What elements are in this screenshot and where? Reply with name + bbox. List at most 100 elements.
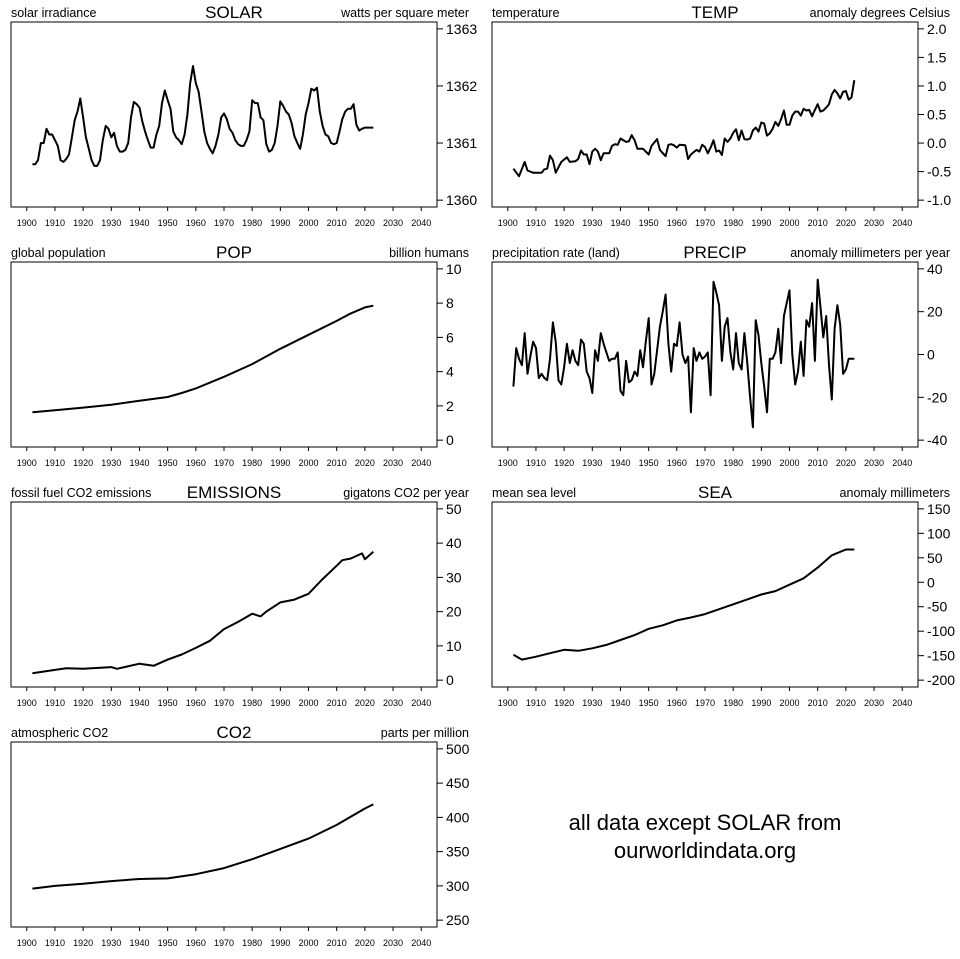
y-tick-label: 0 bbox=[446, 432, 454, 448]
x-tick-label: 2040 bbox=[411, 458, 431, 468]
y-tick-label: 20 bbox=[446, 604, 462, 620]
left-label: atmospheric CO2 bbox=[11, 726, 108, 740]
y-tick-label: -50 bbox=[927, 599, 947, 615]
x-tick-label: 1970 bbox=[214, 458, 234, 468]
x-tick-label: 1940 bbox=[129, 698, 149, 708]
plot-frame bbox=[491, 501, 919, 688]
x-tick-label: 1910 bbox=[45, 698, 65, 708]
series-line-temp bbox=[512, 80, 856, 178]
x-tick-label: 1920 bbox=[73, 938, 93, 948]
x-tick-label: 2000 bbox=[780, 458, 800, 468]
y-tick-label: 4 bbox=[446, 364, 454, 380]
x-tick-label: 1950 bbox=[158, 218, 178, 228]
y-tick-label: -200 bbox=[927, 672, 955, 688]
chart-title: TEMP bbox=[691, 3, 738, 22]
y-tick-label: 1361 bbox=[446, 135, 477, 151]
y-tick-label: 10 bbox=[446, 638, 462, 654]
x-tick-label: 2020 bbox=[355, 698, 375, 708]
x-tick-label: 2020 bbox=[836, 218, 856, 228]
x-tick-label: 1930 bbox=[101, 218, 121, 228]
chart-title: PRECIP bbox=[683, 243, 746, 262]
x-tick-label: 1990 bbox=[270, 938, 290, 948]
y-tick-label: 50 bbox=[927, 550, 943, 566]
x-tick-label: 2010 bbox=[808, 458, 828, 468]
x-tick-label: 1990 bbox=[270, 458, 290, 468]
y-tick-label: 0 bbox=[927, 574, 935, 590]
x-tick-label: 2030 bbox=[864, 218, 884, 228]
left-label: global population bbox=[11, 246, 106, 260]
y-tick-label: 100 bbox=[927, 525, 951, 541]
x-tick-label: 1900 bbox=[17, 218, 37, 228]
panel-solar: solar irradiance SOLAR watts per square me… bbox=[10, 3, 477, 228]
x-tick-label: 1970 bbox=[695, 218, 715, 228]
x-tick-label: 1950 bbox=[158, 698, 178, 708]
x-tick-label: 1990 bbox=[270, 698, 290, 708]
right-label: anomaly millimeters per year bbox=[790, 246, 950, 260]
x-tick-label: 1920 bbox=[554, 218, 574, 228]
x-tick-label: 1930 bbox=[582, 698, 602, 708]
x-tick-label: 1940 bbox=[610, 218, 630, 228]
chart-title: SEA bbox=[698, 483, 733, 502]
x-tick-label: 2030 bbox=[383, 698, 403, 708]
plot-frame bbox=[491, 21, 919, 208]
right-label: gigatons CO2 per year bbox=[343, 486, 469, 500]
x-tick-label: 1960 bbox=[186, 938, 206, 948]
x-tick-label: 1950 bbox=[158, 458, 178, 468]
x-tick-label: 1900 bbox=[498, 218, 518, 228]
x-tick-label: 1990 bbox=[751, 458, 771, 468]
y-tick-label: -0.5 bbox=[927, 164, 951, 180]
x-tick-label: 1960 bbox=[667, 458, 687, 468]
y-tick-label: 350 bbox=[446, 844, 470, 860]
x-tick-label: 1900 bbox=[498, 458, 518, 468]
left-label: fossil fuel CO2 emissions bbox=[11, 486, 151, 500]
x-tick-label: 1900 bbox=[17, 458, 37, 468]
x-tick-label: 1920 bbox=[554, 458, 574, 468]
x-tick-label: 1920 bbox=[73, 218, 93, 228]
x-tick-label: 1920 bbox=[554, 698, 574, 708]
series-line-co2 bbox=[32, 803, 374, 890]
y-tick-label: 0.5 bbox=[927, 107, 947, 123]
x-tick-label: 1980 bbox=[242, 218, 262, 228]
y-tick-label: -150 bbox=[927, 648, 955, 664]
y-tick-label: 1362 bbox=[446, 78, 477, 94]
x-tick-label: 2030 bbox=[383, 938, 403, 948]
panel-temp: temperature TEMP anomaly degrees Celsius -1… bbox=[491, 3, 951, 228]
x-tick-label: 2040 bbox=[411, 698, 431, 708]
right-label: anomaly degrees Celsius bbox=[810, 6, 950, 20]
y-tick-label: 8 bbox=[446, 295, 454, 311]
x-tick-label: 2010 bbox=[808, 218, 828, 228]
y-tick-label: 20 bbox=[927, 304, 943, 320]
x-tick-label: 1980 bbox=[242, 458, 262, 468]
x-tick-label: 1930 bbox=[101, 938, 121, 948]
y-tick-label: 2.0 bbox=[927, 21, 947, 37]
x-tick-label: 1980 bbox=[723, 218, 743, 228]
x-tick-label: 1920 bbox=[73, 458, 93, 468]
y-tick-label: 1.5 bbox=[927, 49, 947, 65]
x-tick-label: 2010 bbox=[808, 698, 828, 708]
x-tick-label: 2010 bbox=[327, 458, 347, 468]
y-tick-label: 30 bbox=[446, 569, 462, 585]
y-tick-label: 400 bbox=[446, 809, 470, 825]
x-tick-label: 2020 bbox=[355, 218, 375, 228]
x-tick-label: 2030 bbox=[383, 458, 403, 468]
plot-frame bbox=[10, 741, 438, 928]
y-tick-label: 0 bbox=[927, 347, 935, 363]
left-label: mean sea level bbox=[492, 486, 576, 500]
y-tick-label: 450 bbox=[446, 775, 470, 791]
x-tick-label: 2000 bbox=[299, 458, 319, 468]
chart-title: SOLAR bbox=[205, 3, 263, 22]
x-tick-label: 1970 bbox=[695, 698, 715, 708]
x-tick-label: 1960 bbox=[186, 218, 206, 228]
y-tick-label: 500 bbox=[446, 741, 470, 757]
x-tick-label: 1980 bbox=[723, 698, 743, 708]
x-tick-label: 1970 bbox=[214, 938, 234, 948]
y-tick-label: 10 bbox=[446, 261, 462, 277]
y-tick-label: 50 bbox=[446, 501, 462, 517]
x-tick-label: 1970 bbox=[214, 698, 234, 708]
x-tick-label: 2030 bbox=[864, 698, 884, 708]
x-tick-label: 1960 bbox=[186, 698, 206, 708]
y-tick-label: 250 bbox=[446, 912, 470, 928]
y-tick-label: 2 bbox=[446, 398, 454, 414]
x-tick-label: 1960 bbox=[186, 458, 206, 468]
x-tick-label: 2000 bbox=[780, 218, 800, 228]
